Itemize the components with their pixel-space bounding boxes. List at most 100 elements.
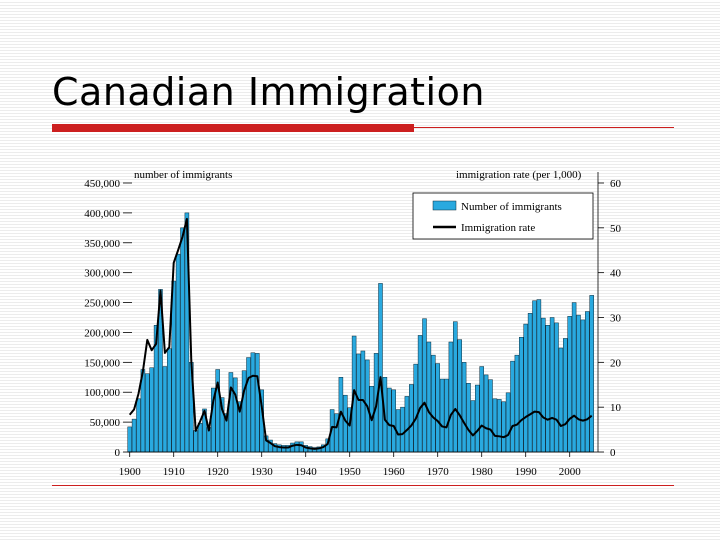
x-tick-label: 1970 (427, 466, 450, 478)
bar-1927 (246, 357, 251, 453)
left-tick-label: 450,000 (84, 178, 120, 190)
bar-1985 (501, 401, 506, 453)
legend: Number of immigrants Immigration rate (412, 192, 594, 240)
bar-1962 (400, 406, 405, 453)
bar-1970 (435, 363, 440, 453)
bar-1929 (255, 353, 260, 453)
bar-2000 (567, 316, 572, 453)
right-tick-label: 20 (610, 357, 622, 369)
bar-1986 (505, 392, 511, 453)
rate-line (128, 217, 593, 450)
right-tick-label: 0 (610, 447, 616, 459)
bar-1977 (466, 383, 471, 453)
x-tick-label: 1960 (383, 466, 406, 478)
bar-1926 (241, 370, 247, 453)
right-tick-label: 50 (610, 223, 622, 235)
bar-1909 (167, 348, 172, 453)
bar-1963 (404, 396, 410, 453)
bar-1902 (136, 398, 141, 453)
bar-1904 (145, 373, 150, 453)
x-tick-label: 1910 (163, 466, 186, 478)
bar-1972 (444, 378, 449, 453)
bar-1996 (549, 317, 555, 453)
bar-1959 (387, 387, 392, 453)
right-tick-label: 10 (610, 402, 622, 414)
bar-2004 (585, 311, 590, 453)
bar-1993 (536, 299, 542, 453)
bar-1973 (448, 341, 454, 453)
footer-rule (52, 485, 674, 486)
bar-1998 (558, 347, 564, 453)
right-axis: 0 10 20 30 40 50 60 (598, 178, 622, 459)
rate-line-series (128, 217, 593, 450)
bar-1994 (541, 317, 546, 453)
bar-1960 (391, 389, 396, 453)
x-tick-label: 1930 (251, 466, 274, 478)
left-tick-label: 100,000 (84, 387, 120, 399)
left-axis-title: number of immigrants (134, 169, 232, 181)
right-axis-title: immigration rate (per 1,000) (456, 169, 582, 181)
bar-2001 (571, 302, 577, 453)
x-axis: 1900 1910 1920 1930 1940 1950 1960 1970 1980 1990… (119, 452, 582, 478)
title-underline-bar (52, 124, 414, 132)
left-tick-label: 50,000 (90, 417, 121, 429)
bar-1991 (527, 313, 533, 453)
bar-1980 (479, 366, 484, 453)
legend-line-label: Immigration rate (461, 222, 535, 234)
bar-1905 (149, 367, 154, 453)
left-tick-label: 250,000 (84, 298, 120, 310)
bar-1923 (228, 372, 234, 453)
bar-2005 (589, 295, 594, 453)
bar-1988 (514, 354, 520, 453)
x-tick-label: 1980 (471, 466, 494, 478)
plot-frame (128, 172, 599, 453)
x-tick-label: 1920 (207, 466, 230, 478)
bar-1900 (127, 426, 132, 453)
bar-1999 (563, 338, 568, 453)
bar-2003 (580, 319, 586, 453)
bar-1989 (519, 336, 524, 453)
bar-1916 (197, 423, 203, 453)
bar-1997 (554, 322, 559, 453)
left-tick-label: 300,000 (84, 268, 120, 280)
right-tick-label: 30 (610, 313, 622, 325)
left-axis: 0 50,000 100,000 150,000 200,000 250,000 300,0… (84, 178, 132, 459)
legend-bar-label: Number of immigrants (461, 201, 562, 213)
bar-1938 (294, 441, 300, 453)
bar-1968 (426, 341, 432, 453)
x-tick-label: 2000 (559, 466, 582, 478)
title-underline-rule (414, 127, 674, 128)
x-tick-label: 1990 (515, 466, 538, 478)
bar-1984 (497, 399, 502, 453)
bar-1915 (193, 430, 198, 453)
bar-1969 (431, 354, 436, 453)
bar-1964 (409, 384, 414, 453)
slide-title: Canadian Immigration (52, 70, 485, 114)
bar-2002 (576, 314, 581, 453)
left-tick-label: 150,000 (84, 357, 120, 369)
bar-1967 (422, 318, 427, 453)
bar-1911 (175, 253, 181, 453)
left-tick-label: 0 (115, 447, 121, 459)
bar-1952 (356, 353, 361, 453)
bar-1965 (413, 363, 418, 453)
bar-series (127, 212, 594, 453)
bar-1987 (510, 360, 515, 453)
bar-1924 (233, 377, 238, 453)
bar-1966 (417, 335, 423, 453)
right-tick-label: 40 (610, 268, 622, 280)
bar-1975 (457, 339, 462, 453)
bar-1971 (439, 378, 445, 453)
bar-1976 (461, 362, 467, 453)
bar-1937 (290, 442, 295, 453)
left-tick-label: 200,000 (84, 327, 120, 339)
bar-1908 (162, 366, 168, 453)
bar-1983 (492, 398, 498, 453)
bar-1974 (453, 321, 458, 453)
bar-1990 (523, 323, 528, 453)
x-tick-label: 1950 (339, 466, 362, 478)
x-tick-label: 1940 (295, 466, 318, 478)
bar-1901 (131, 418, 137, 453)
legend-box (412, 192, 594, 240)
